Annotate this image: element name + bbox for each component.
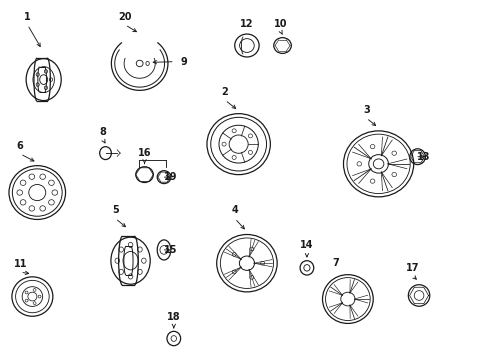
Text: 12: 12 <box>240 19 253 29</box>
Text: 20: 20 <box>118 12 131 22</box>
Text: 19: 19 <box>163 172 177 182</box>
Text: 10: 10 <box>274 19 287 29</box>
Text: 14: 14 <box>300 240 313 250</box>
Text: 3: 3 <box>362 105 369 115</box>
Text: 17: 17 <box>405 263 419 273</box>
Text: 6: 6 <box>17 141 23 151</box>
Text: 13: 13 <box>416 152 430 162</box>
Text: 7: 7 <box>332 258 339 268</box>
Text: 2: 2 <box>221 87 228 97</box>
Text: 18: 18 <box>166 312 180 322</box>
Text: 4: 4 <box>231 206 238 216</box>
Text: 9: 9 <box>180 57 186 67</box>
Text: 15: 15 <box>163 245 177 255</box>
Text: 5: 5 <box>112 206 119 216</box>
Text: 16: 16 <box>138 148 151 158</box>
Text: 1: 1 <box>24 12 31 22</box>
Text: 11: 11 <box>14 259 27 269</box>
Text: 8: 8 <box>100 127 106 136</box>
